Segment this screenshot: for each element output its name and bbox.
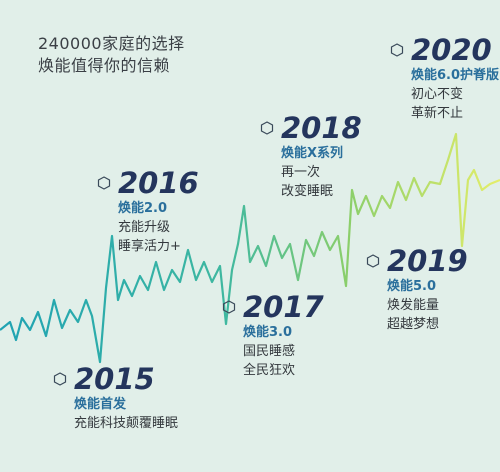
description: 超越梦想 [387, 317, 440, 332]
hexagon [366, 254, 380, 268]
hexagon-icon [53, 372, 67, 386]
milestone: 2016 焕能2.0 充能升级睡享活力+ [118, 168, 199, 256]
hexagon-icon [222, 300, 236, 314]
product-name: 焕能6.0护脊版 [411, 68, 500, 83]
headline-text: 焕能值得你的信赖 [38, 56, 171, 75]
description: 初心不变 [411, 87, 464, 102]
wave-line [0, 132, 500, 364]
hexagon-icon [390, 43, 404, 57]
year: 2019 [387, 244, 468, 278]
hexagon-icon [260, 121, 274, 135]
year: 2016 [118, 166, 199, 200]
milestone: 2017 焕能3.0 国民睡感全民狂欢 [243, 292, 324, 380]
hexagon [260, 121, 274, 135]
headline-text: 240000家庭的选择 [38, 34, 185, 53]
milestone: 2020 焕能6.0护脊版 初心不变革新不止 [411, 35, 499, 123]
description: 充能科技颠覆睡眠 [74, 416, 179, 431]
description: 革新不止 [411, 106, 464, 121]
milestone: 2019 焕能5.0 焕发能量超越梦想 [387, 246, 468, 334]
hexagon [53, 372, 67, 386]
description: 国民睡感 [243, 344, 296, 359]
description: 充能升级 [118, 220, 171, 235]
product-name: 焕能2.0 [118, 201, 168, 216]
hexagon [97, 176, 111, 190]
hexagon-icon [366, 254, 380, 268]
description: 焕发能量 [387, 298, 440, 313]
hexagon [222, 300, 236, 314]
description: 改变睡眠 [281, 184, 334, 199]
product-name: 焕能3.0 [243, 325, 293, 340]
description: 全民狂欢 [243, 363, 296, 378]
milestone: 2018 焕能X系列再一次改变睡眠 [281, 113, 362, 201]
hexagon-icon [97, 176, 111, 190]
description: 再一次 [281, 165, 321, 180]
product-name: 焕能5.0 [387, 279, 437, 294]
product-name: 焕能X系列 [281, 146, 344, 161]
product-name: 焕能首发 [74, 397, 127, 412]
milestone: 2015 焕能首发充能科技颠覆睡眠 [74, 364, 178, 433]
year: 2020 [411, 33, 492, 67]
hexagon [390, 43, 404, 57]
year: 2018 [281, 111, 362, 145]
description: 睡享活力+ [118, 239, 181, 254]
year: 2017 [243, 290, 324, 324]
year: 2015 [74, 362, 155, 396]
